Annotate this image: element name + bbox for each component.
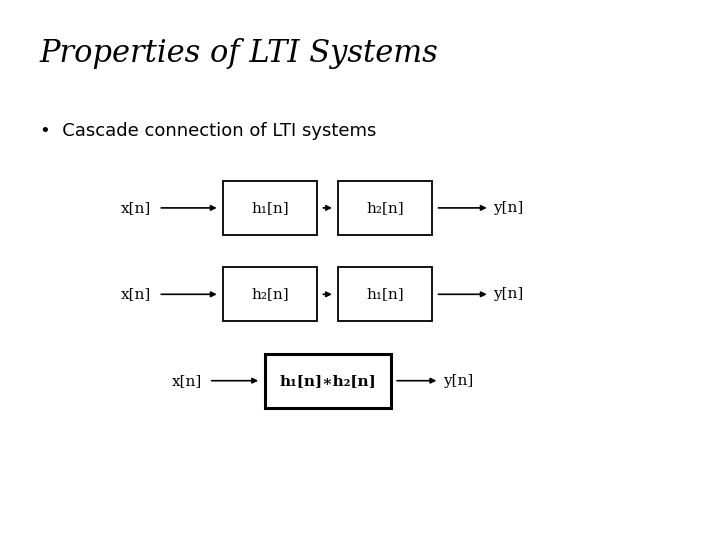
Bar [223, 181, 317, 235]
Text: y[n]: y[n] [493, 287, 523, 301]
Bar [338, 267, 432, 321]
Text: x[n]: x[n] [121, 201, 151, 215]
Bar [223, 267, 317, 321]
Text: •  Cascade connection of LTI systems: • Cascade connection of LTI systems [40, 122, 376, 139]
Text: y[n]: y[n] [493, 201, 523, 215]
Text: h₂[n]: h₂[n] [251, 287, 289, 301]
Text: h₁[n]: h₁[n] [366, 287, 404, 301]
Text: y[n]: y[n] [443, 374, 473, 388]
Text: h₁[n]: h₁[n] [251, 201, 289, 215]
Text: Properties of LTI Systems: Properties of LTI Systems [40, 38, 438, 69]
Text: x[n]: x[n] [171, 374, 202, 388]
Bar [338, 181, 432, 235]
Text: x[n]: x[n] [121, 287, 151, 301]
Text: h₁[n]∗h₂[n]: h₁[n]∗h₂[n] [279, 374, 376, 388]
Text: h₂[n]: h₂[n] [366, 201, 404, 215]
Bar [265, 354, 390, 408]
